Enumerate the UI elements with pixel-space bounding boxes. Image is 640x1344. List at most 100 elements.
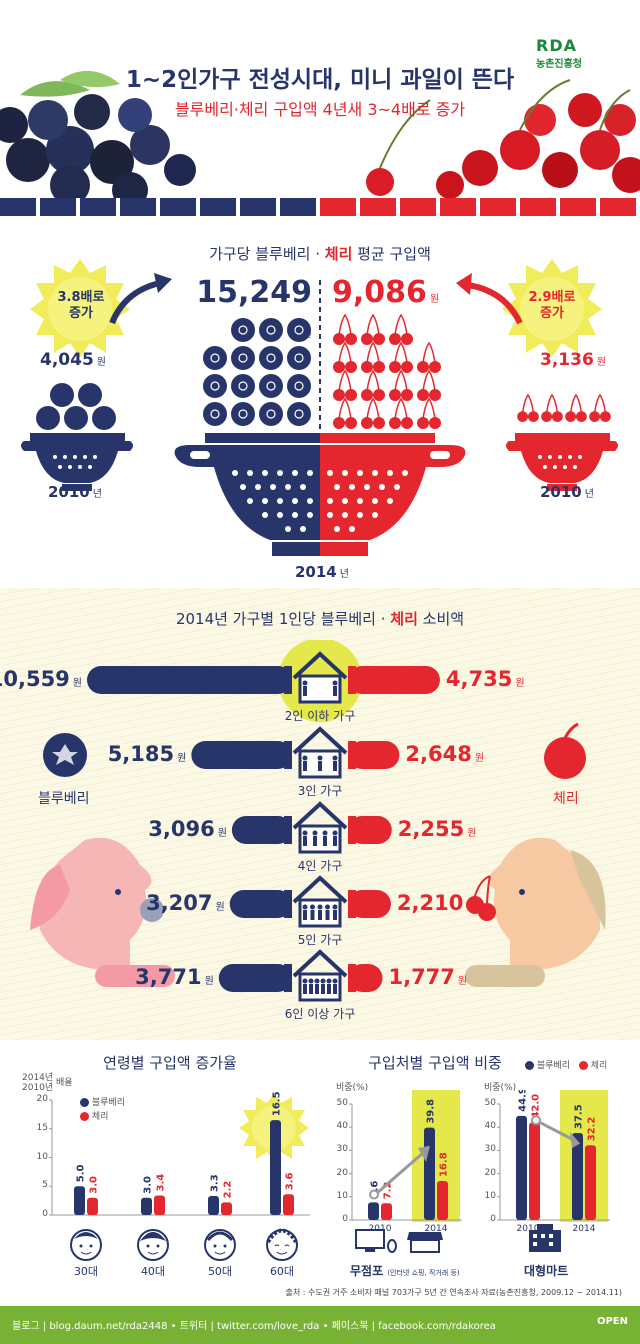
unit-won: 원 (72, 678, 82, 689)
household-blueberry-value: 5,185 원 (26, 742, 187, 766)
colander-holes (232, 470, 408, 532)
unit-won: 원 (177, 753, 187, 764)
computer-icon (355, 1229, 397, 1253)
value-number: 10,559 (0, 667, 70, 691)
cherry-growth-label: 2.9배로 증가 (516, 290, 588, 322)
household-blueberry-value: 3,771 원 (54, 965, 214, 989)
age-category-label: 40대 (140, 1265, 166, 1278)
blueberry-icon (43, 733, 87, 777)
cherry-icon (417, 397, 441, 429)
household-category-label: 5인 가구 (297, 933, 343, 947)
blueberry-icon (287, 318, 311, 342)
unit-won: 원 (217, 828, 227, 839)
channel-bar-blueberry (572, 1133, 583, 1220)
channel-y-tick: 20 (336, 1167, 348, 1178)
face-50s-icon (204, 1229, 236, 1261)
header: 1~2인가구 전성시대, 미니 과일이 뜬다 블루베리·체리 구입액 4년새 3… (0, 0, 640, 220)
blueberry-icon (259, 346, 283, 370)
value-number: 3,096 (148, 817, 215, 841)
age-value-cherry: 2.2 (223, 1181, 234, 1199)
bar-cherry (348, 816, 392, 844)
rda-logo-name: 농촌진흥청 (536, 59, 582, 70)
unit-won: 원 (215, 902, 225, 913)
growth-arrow (377, 1149, 427, 1194)
channel-y-tick: 20 (484, 1167, 496, 1178)
channel-legend: 블루베리 체리 (525, 1058, 607, 1071)
channel-bar-blueberry (368, 1202, 379, 1220)
blueberry-cluster-icon (0, 70, 196, 200)
channel-bar-blueberry (424, 1127, 435, 1220)
age-bar-blueberry (208, 1196, 219, 1215)
household-blueberry-value: 3,096 원 (67, 817, 227, 841)
blueberry-value-2014: 15,249 원 (192, 275, 312, 345)
cherry-icon (517, 393, 539, 422)
source-note: 출처 : 수도권 거주 소비자 패널 703가구 5년 간 연속조사 자료(농촌… (285, 1288, 622, 1297)
blueberry-icon (231, 374, 255, 398)
open-badge: OPEN (596, 1316, 628, 1327)
unit-year: 년 (339, 569, 349, 580)
value-number: 2,255 (397, 817, 465, 841)
bar-blueberry (191, 741, 292, 769)
cherry-value-2014-number: 9,086 (332, 275, 427, 310)
household-chart (30, 640, 606, 1002)
age-bar-cherry (87, 1197, 98, 1215)
age-face-icons (70, 1228, 298, 1261)
cherry-icon (333, 313, 357, 345)
age-chart-title: 연령별 구입액 증가율 (103, 1054, 237, 1072)
bar-blueberry (231, 816, 292, 844)
channel-bar-blueberry (516, 1115, 527, 1220)
purchase-title-prefix: 가구당 블루베리 · (209, 245, 325, 263)
unit-won: 원 (596, 357, 606, 368)
bar-blueberry (218, 964, 292, 992)
cherry-icon (333, 369, 357, 401)
age-y-tick: 5 (42, 1180, 48, 1191)
blueberry-growth-suffix: 증가 (69, 306, 93, 321)
cherry-icon (417, 341, 441, 373)
channel-y-tick: 50 (484, 1098, 496, 1108)
cherry-icon (333, 341, 357, 373)
value-number: 1,777 (388, 965, 455, 989)
colander-2014-icon (174, 433, 466, 556)
age-axis-unit: 배율 (56, 1078, 73, 1088)
household-cherry-value: 4,735 원 (446, 667, 525, 691)
cherry-stack-2010 (517, 393, 611, 422)
sun-icon-right (502, 259, 602, 357)
blueberry-icon (231, 346, 255, 370)
unit-won: 원 (457, 976, 468, 987)
household-cherry-value: 2,648 원 (405, 742, 484, 766)
sun-icon-left (30, 259, 130, 357)
value-number: 3,771 (135, 965, 202, 989)
household-cherry-value: 1,777 원 (388, 965, 467, 989)
age-chart: 5.03.0 3.0 3.4 3.3 2.216.53.6 (49, 1091, 310, 1261)
channel-y-tick: 0 (342, 1214, 348, 1224)
bar-blueberry (229, 890, 292, 918)
age-category-label: 60대 (269, 1265, 295, 1278)
age-value-cherry: 3.4 (156, 1174, 167, 1192)
age-bars: 5.03.0 3.0 3.4 3.3 2.216.53.6 (74, 1091, 296, 1215)
channel-legend-cherry-label: 체리 (590, 1061, 608, 1071)
channel-bars: 7.6 7.2 39.8 16.8 44.9 42.0 37.5 32.2 (368, 1090, 598, 1220)
unit-won: 원 (96, 357, 106, 368)
cherry-icon (417, 369, 441, 401)
channel-year-label: 2014 (572, 1224, 596, 1234)
value-number: 5,185 (107, 742, 175, 766)
cherry-icon (389, 369, 413, 401)
page-title: 1~2인가구 전성시대, 미니 과일이 뜬다 (125, 67, 515, 93)
year-2010-left-number: 2010 (48, 483, 90, 501)
stripe-navy (0, 198, 320, 216)
cherry-growth-suffix: 증가 (540, 306, 564, 321)
blueberry-value-2010-number: 4,045 (40, 350, 94, 370)
household-houses (292, 651, 348, 1002)
page-subtitle: 블루베리·체리 구입액 4년새 3~4배로 증가 (174, 100, 466, 119)
age-bar-cherry (221, 1202, 232, 1215)
blueberry-icon (287, 346, 311, 370)
channel-value-blueberry: 44.9 (518, 1090, 529, 1112)
footer-links[interactable]: 블로그 | blog.daum.net/rda2448 • 트위터 | twit… (12, 1321, 496, 1332)
unit-year: 년 (584, 489, 594, 500)
building-icon (529, 1224, 561, 1252)
blueberry-stack-2014 (203, 318, 311, 426)
age-bar-cherry (154, 1195, 165, 1215)
year-2010-right-number: 2010 (540, 483, 582, 501)
unit-won: 원 (515, 678, 525, 689)
house-icon (292, 651, 348, 704)
